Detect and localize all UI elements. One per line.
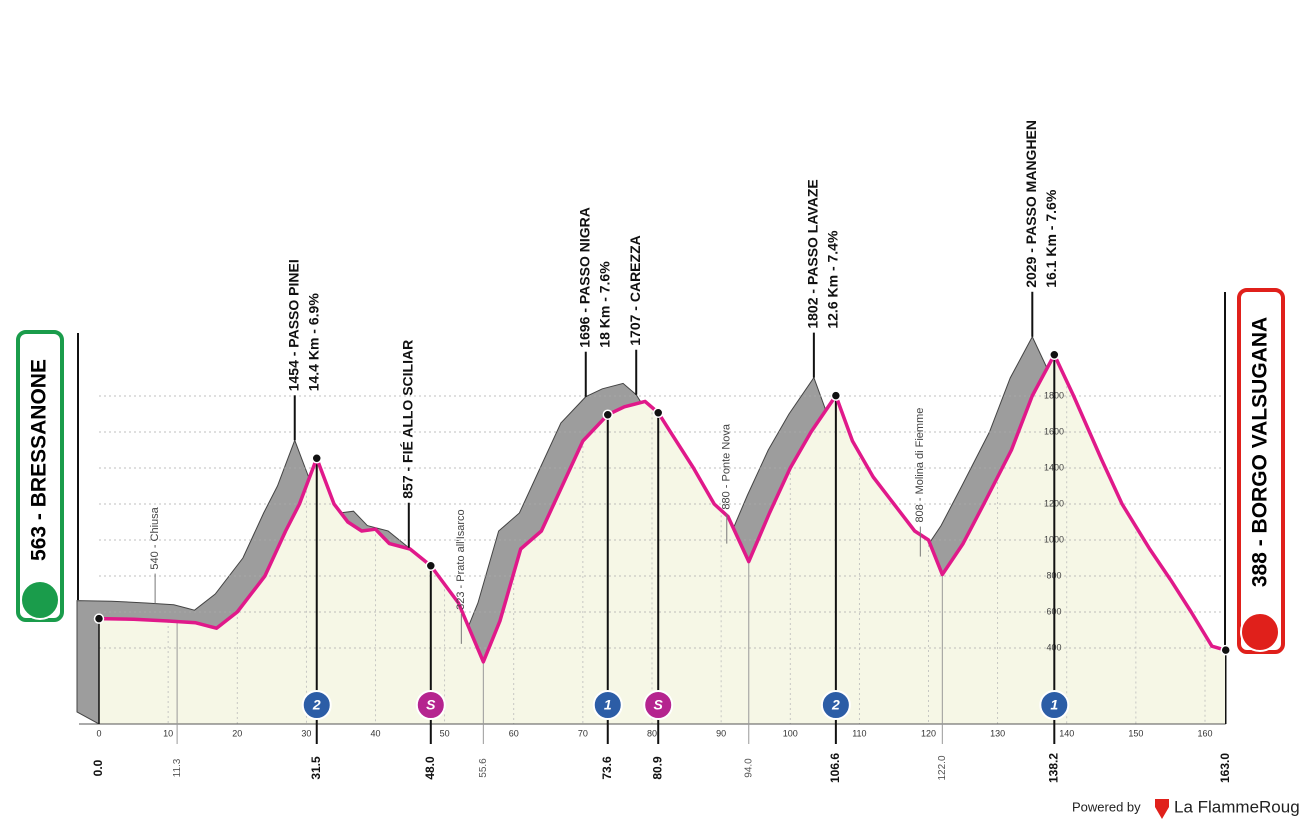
start-icon bbox=[20, 580, 60, 620]
x-tick-label: 120 bbox=[921, 728, 936, 738]
waypoint-dot bbox=[93, 613, 105, 624]
annotation-text: 540 - Chiusa bbox=[149, 506, 161, 569]
waypoint-dot bbox=[602, 409, 614, 420]
category-badge bbox=[820, 690, 851, 720]
x-tick-label: 130 bbox=[990, 728, 1005, 738]
annotation-text: 18 Km - 7.6% bbox=[596, 261, 612, 348]
x-tick-label: 0 bbox=[96, 728, 101, 738]
x-tick-label: 90 bbox=[716, 728, 726, 738]
x-tick-label: 40 bbox=[370, 728, 380, 738]
category-badge bbox=[301, 690, 332, 720]
annotation-text: 1707 - CAREZZA bbox=[627, 235, 643, 345]
annotation-text: 1454 - PASSO PINEI bbox=[285, 259, 301, 391]
profile-fill bbox=[99, 354, 1226, 724]
category-label: 2 bbox=[312, 697, 321, 713]
km-marker-label: 94.0 bbox=[743, 758, 754, 778]
km-marker-label: 48.0 bbox=[423, 756, 437, 780]
x-tick-label: 150 bbox=[1128, 728, 1143, 738]
brand-name: La FlammeRouge bbox=[1174, 797, 1300, 816]
waypoint-dot bbox=[652, 407, 664, 418]
waypoint-dot bbox=[425, 560, 437, 571]
x-tick-label: 60 bbox=[509, 728, 519, 738]
km-marker-label: 55.6 bbox=[478, 758, 489, 778]
annotation-text: 323 - Prato all'Isarco bbox=[455, 509, 467, 610]
category-label: 1 bbox=[604, 697, 612, 713]
x-tick-label: 140 bbox=[1059, 728, 1074, 738]
category-label: S bbox=[426, 697, 436, 713]
waypoint-dot bbox=[311, 453, 322, 464]
annotation-text: 1802 - PASSO LAVAZE bbox=[805, 179, 821, 328]
km-marker-label: 11.3 bbox=[172, 758, 183, 777]
category-label: 1 bbox=[1050, 697, 1058, 713]
category-label: 2 bbox=[831, 697, 840, 713]
x-tick-label: 50 bbox=[440, 728, 450, 738]
annotation-text: 14.4 Km - 6.9% bbox=[305, 293, 321, 392]
brand-logo bbox=[1155, 799, 1169, 819]
start-label: 563 - BRESSANONE bbox=[28, 359, 51, 561]
x-tick-label: 70 bbox=[578, 728, 588, 738]
x-tick-label: 80 bbox=[647, 728, 657, 738]
x-tick-label: 20 bbox=[232, 728, 242, 738]
annotation-text: 1696 - PASSO NIGRA bbox=[576, 207, 592, 348]
x-tick-label: 160 bbox=[1197, 728, 1212, 738]
x-tick-label: 100 bbox=[783, 728, 798, 738]
category-badge bbox=[415, 690, 446, 720]
powered-by: Powered by bbox=[1072, 799, 1141, 814]
km-marker-label: 0.0 bbox=[91, 759, 105, 776]
km-marker-label: 163.0 bbox=[1218, 753, 1232, 783]
annotation-text: 808 - Molina di Fiemme bbox=[914, 408, 926, 523]
x-tick-label: 10 bbox=[163, 728, 173, 738]
x-tick-label: 110 bbox=[852, 728, 866, 738]
x-tick-label: 30 bbox=[301, 728, 311, 738]
annotation-text: 857 - FIÉ ALLO SCILIAR bbox=[400, 340, 416, 499]
km-marker-label: 73.6 bbox=[600, 756, 614, 780]
annotation-text: 2029 - PASSO MANGHEN bbox=[1023, 120, 1039, 288]
finish-box bbox=[1237, 288, 1285, 654]
annotation-text: 12.6 Km - 7.4% bbox=[825, 230, 841, 329]
category-badge bbox=[1039, 690, 1070, 720]
km-marker-label: 31.5 bbox=[309, 756, 323, 780]
finish-label: 388 - BORGO VALSUGANA bbox=[1249, 317, 1272, 587]
waypoint-dot bbox=[1049, 349, 1060, 361]
finish-icon bbox=[1240, 612, 1280, 652]
waypoint-dot bbox=[1220, 644, 1231, 656]
km-marker-label: 122.0 bbox=[937, 755, 948, 780]
annotation-text: 16.1 Km - 7.6% bbox=[1043, 189, 1059, 288]
km-marker-label: 106.6 bbox=[828, 753, 842, 783]
annotation-text: 880 - Ponte Nova bbox=[721, 423, 733, 509]
category-label: S bbox=[654, 697, 664, 713]
km-marker-label: 138.2 bbox=[1046, 753, 1060, 783]
category-badge bbox=[592, 690, 623, 720]
category-badge bbox=[643, 690, 674, 720]
waypoint-dot bbox=[830, 390, 842, 401]
km-marker-label: 80.9 bbox=[650, 756, 664, 780]
